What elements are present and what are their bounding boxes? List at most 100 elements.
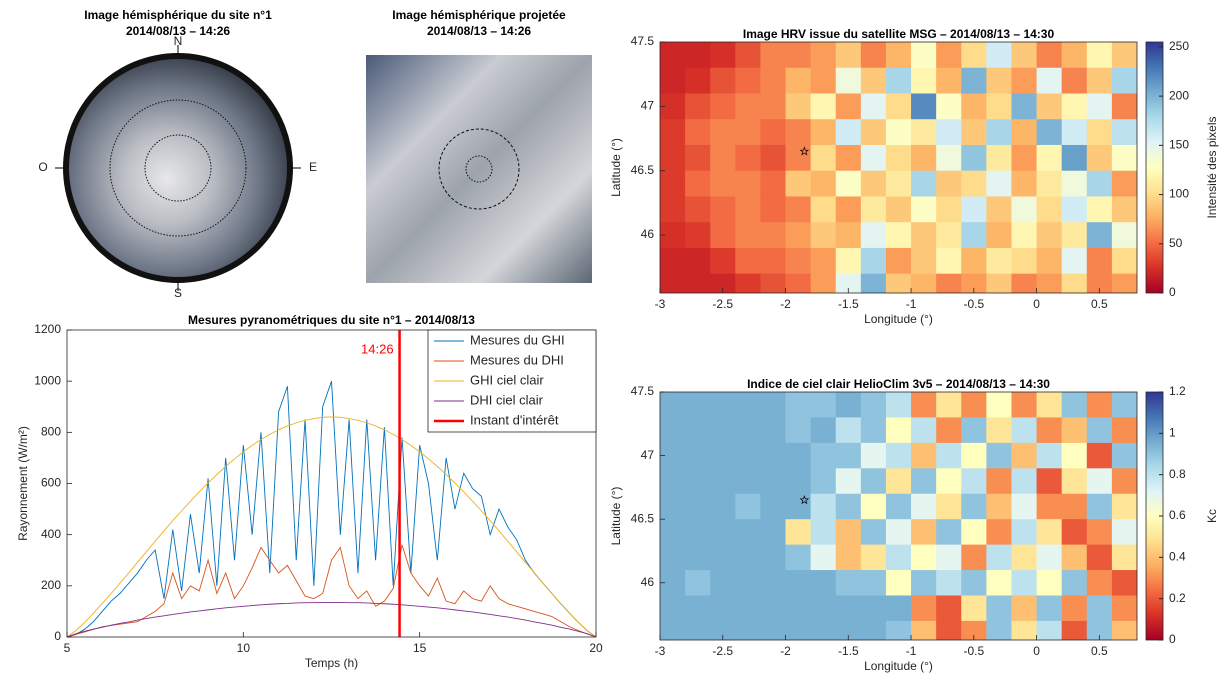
panel-title: 2014/08/13 – 14:26 — [126, 24, 230, 38]
heatmap-cell — [810, 570, 837, 596]
heatmap-cell — [1036, 442, 1063, 469]
x-tick-label: 0.5 — [1091, 297, 1108, 311]
legend-label: GHI ciel clair — [470, 372, 544, 387]
heatmap-cell — [710, 93, 736, 120]
heatmap-cell — [1011, 273, 1038, 293]
heatmap-cell — [860, 119, 887, 146]
heatmap-cell — [710, 144, 736, 172]
heatmap-cell — [1036, 119, 1063, 146]
heatmap-cell — [860, 392, 887, 418]
colorbar-tick-label: 0 — [1169, 285, 1176, 299]
heatmap-cell — [710, 544, 736, 571]
y-tick-label: 1000 — [34, 373, 61, 387]
heatmap-cell — [660, 170, 686, 197]
heatmap-cell — [986, 519, 1012, 546]
heatmap-cell — [1011, 392, 1038, 418]
y-tick-label: 600 — [41, 476, 61, 490]
heatmap-cell — [710, 273, 736, 293]
heatmap-cell — [860, 519, 887, 546]
heatmap-cell — [810, 247, 837, 275]
heatmap-cell — [986, 468, 1012, 495]
heatmap-cell — [1036, 67, 1063, 94]
heatmap-cell — [1086, 493, 1113, 520]
x-tick-label: -2 — [780, 644, 791, 658]
y-tick-label: 46.5 — [631, 163, 655, 177]
heatmap-cell — [835, 442, 862, 469]
y-tick-label: 46 — [641, 227, 655, 241]
heatmap-cell — [785, 222, 812, 249]
heatmap-cell — [735, 417, 761, 444]
heatmap-cell — [735, 42, 761, 69]
heatmap-cell — [860, 570, 887, 596]
heatmap-cell — [685, 417, 711, 444]
heatmap-cell — [936, 222, 962, 249]
heatmap-cell — [1061, 67, 1088, 94]
heatmap-cell — [810, 417, 837, 444]
heatmap-cell — [835, 144, 862, 172]
heatmap-cell — [885, 196, 912, 223]
heatmap-cell — [685, 620, 711, 640]
heatmap-cell — [911, 196, 937, 223]
colorbar-tick-label: 200 — [1169, 88, 1189, 102]
legend-label: Instant d'intérêt — [470, 412, 559, 427]
heatmap-cell — [961, 392, 987, 418]
compass-label: S — [174, 286, 182, 300]
colorbar-tick-label: 0.6 — [1169, 508, 1186, 522]
heatmap-cell — [1036, 42, 1063, 69]
heatmap-cell — [735, 493, 761, 520]
heatmap-cell — [961, 196, 987, 223]
heatmap-cell — [911, 93, 937, 120]
heatmap-cell — [1061, 119, 1088, 146]
x-tick-label: 0 — [1033, 644, 1040, 658]
heatmap-cell — [785, 144, 812, 172]
heatmap-cell — [810, 392, 837, 418]
projection-ring — [465, 155, 493, 183]
heatmap-cell — [936, 595, 962, 622]
heatmap-cell — [961, 93, 987, 120]
heatmap-cell — [1086, 442, 1113, 469]
y-tick-label: 200 — [41, 578, 61, 592]
heatmap-cell — [785, 493, 812, 520]
heatmap-cell — [1036, 247, 1063, 275]
heatmap-cell — [760, 570, 787, 596]
series-line — [66, 381, 597, 638]
heatmap-cell — [1011, 570, 1038, 596]
heatmap-cell — [835, 196, 862, 223]
heatmap-cell — [835, 170, 862, 197]
heatmap-cell — [810, 67, 837, 94]
heatmap-cell — [911, 493, 937, 520]
heatmap-cell — [710, 170, 736, 197]
heatmap-cell — [885, 493, 912, 520]
heatmap-cell — [1061, 222, 1088, 249]
heatmap-cell — [760, 417, 787, 444]
heatmap-cell — [835, 67, 862, 94]
heatmap-cell — [710, 67, 736, 94]
heatmap-cell — [710, 570, 736, 596]
heatmap-cell — [735, 170, 761, 197]
heatmap-cell — [986, 67, 1012, 94]
heatmap-cell — [835, 119, 862, 146]
x-tick-label: -0.5 — [963, 297, 984, 311]
heatmap-cell — [685, 595, 711, 622]
heatmap-cell — [986, 42, 1012, 69]
x-tick-label: 5 — [64, 641, 71, 655]
heatmap-cell — [911, 144, 937, 172]
heatmap-cell — [760, 544, 787, 571]
heatmap-cell — [785, 93, 812, 120]
heatmap-cell — [1036, 273, 1063, 293]
heatmap-cell — [760, 595, 787, 622]
heatmap-cell — [1011, 442, 1038, 469]
heatmap-cell — [810, 519, 837, 546]
heatmap-cell — [1111, 144, 1137, 172]
heatmap-cell — [835, 620, 862, 640]
x-tick-label: 15 — [413, 641, 427, 655]
heatmap-cell — [685, 222, 711, 249]
heatmap-cell — [1111, 42, 1137, 69]
heatmap-cell — [1011, 519, 1038, 546]
heatmap-cell — [1011, 544, 1038, 571]
heatmap-cell — [735, 273, 761, 293]
heatmap-cell — [911, 468, 937, 495]
heatmap-cell — [1011, 42, 1038, 69]
colorbar-tick-label: 0.4 — [1169, 550, 1186, 564]
